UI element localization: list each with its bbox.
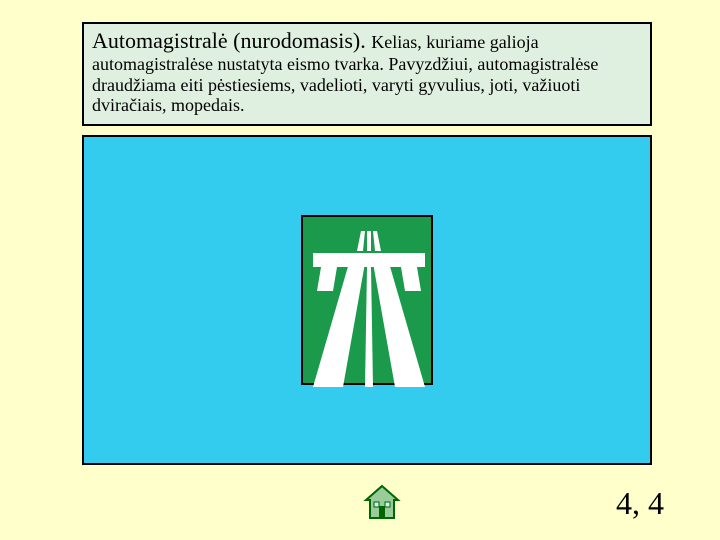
motorway-sign (301, 215, 433, 385)
info-lead: Kelias, kuriame galioja (371, 32, 538, 52)
home-icon (362, 482, 402, 522)
info-box: Automagistralė (nurodomasis). Kelias, ku… (82, 22, 652, 126)
info-title: Automagistralė (nurodomasis). (92, 28, 371, 53)
image-panel (82, 135, 652, 465)
motorway-sign-svg (303, 217, 435, 387)
info-body: automagistralėse nustatyta eismo tvarka.… (92, 54, 642, 116)
home-button[interactable] (362, 482, 402, 522)
page-number: 4, 4 (616, 485, 664, 522)
